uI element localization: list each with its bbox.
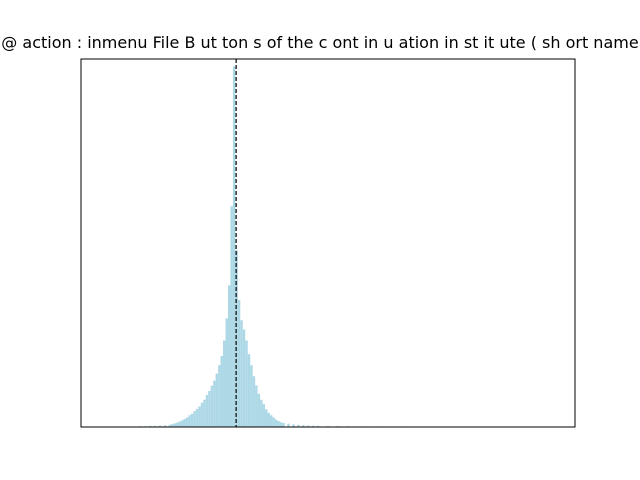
histogram-bar <box>208 390 211 427</box>
histogram-bar <box>302 425 305 427</box>
histogram-bar <box>282 422 285 427</box>
histogram-bar <box>223 340 226 427</box>
histogram-bar <box>242 329 246 427</box>
histogram-bar <box>178 421 182 427</box>
histogram-bar <box>237 300 241 427</box>
histogram-bar <box>265 409 268 427</box>
histogram-bar <box>227 285 231 427</box>
histogram-bar <box>173 423 177 427</box>
histogram-bar <box>307 425 310 427</box>
histogram-bar <box>218 365 221 427</box>
histogram-bar <box>245 340 248 427</box>
histogram-bar <box>188 415 191 427</box>
histogram-bar <box>183 418 186 427</box>
histogram-bar <box>272 417 275 427</box>
histogram-bar <box>200 402 204 427</box>
histogram-bar <box>297 424 300 427</box>
histogram-bar <box>171 424 174 427</box>
histogram-bar <box>292 424 295 427</box>
histogram-bar <box>168 424 172 427</box>
histogram-bar <box>203 399 206 427</box>
histogram-bar <box>215 373 219 427</box>
histogram-bar <box>316 425 320 427</box>
histogram-bar <box>213 380 216 427</box>
histogram-bar <box>279 422 283 427</box>
histogram-bar <box>260 399 263 427</box>
histogram-bar <box>240 320 243 427</box>
histogram-bar <box>267 413 270 427</box>
histogram-bar <box>198 406 201 427</box>
histogram-bar <box>185 417 189 427</box>
histogram-bar <box>232 66 236 428</box>
histogram-bar <box>250 365 253 427</box>
histogram-bar <box>257 393 261 427</box>
histogram-bar <box>311 425 315 427</box>
histogram-bar <box>195 408 199 427</box>
histogram-bar <box>269 415 273 427</box>
histogram-bar <box>287 423 290 427</box>
axes-background <box>81 59 575 427</box>
histogram-bar <box>225 318 228 427</box>
histogram-bar <box>193 411 196 427</box>
histogram-bar <box>210 385 214 427</box>
histogram-bar <box>205 394 209 427</box>
chart-title: @ action : inmenu File B ut ton s of the… <box>1 33 639 52</box>
axes-frame <box>80 58 576 428</box>
histogram-bar <box>176 422 179 427</box>
histogram-bar <box>181 420 184 427</box>
histogram-bar <box>277 421 280 427</box>
histogram-bar <box>255 385 258 427</box>
histogram-bar <box>163 425 167 427</box>
histogram-bar <box>190 413 194 427</box>
histogram-bar <box>148 425 152 427</box>
histogram-bar <box>230 206 233 427</box>
histogram-bar <box>158 425 162 427</box>
histogram-bar <box>153 425 157 427</box>
histogram-bar <box>262 404 266 427</box>
histogram-bar <box>274 419 278 427</box>
histogram-bar <box>247 354 251 427</box>
histogram-bar <box>252 376 256 427</box>
histogram-bar <box>220 355 224 427</box>
